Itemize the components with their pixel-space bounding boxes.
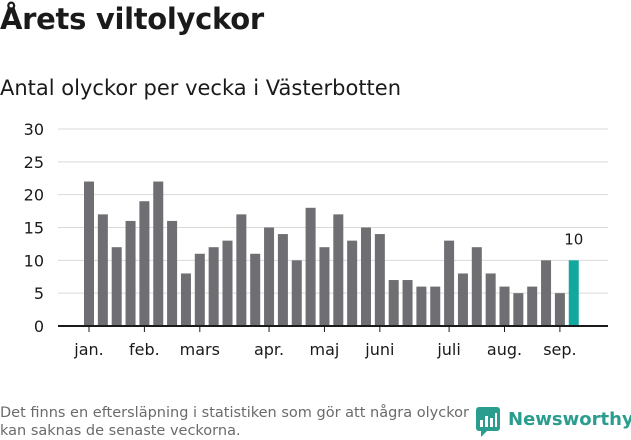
x-tick-label: sep.: [543, 340, 576, 359]
bar: [471, 247, 482, 326]
bar: [444, 240, 455, 326]
bar: [180, 273, 191, 326]
bar: [277, 234, 288, 326]
bar: [167, 220, 178, 326]
bar: [236, 214, 247, 326]
y-tick-label: 0: [34, 317, 44, 336]
bar: [347, 240, 358, 326]
footnote: Det finns en eftersläpning i statistiken…: [0, 405, 469, 439]
x-tick-label: mars: [180, 340, 220, 359]
bar: [527, 286, 538, 326]
bar: [319, 247, 330, 326]
x-tick-label: jan.: [73, 340, 103, 359]
bar: [194, 253, 205, 326]
bar: [139, 201, 150, 326]
y-tick-label: 20: [24, 186, 44, 205]
bar-highlight: [568, 260, 579, 326]
chart-subtitle: Antal olyckor per vecka i Västerbotten: [0, 76, 402, 100]
bar: [208, 247, 219, 326]
bar: [541, 260, 552, 326]
bar: [374, 234, 385, 326]
x-tick-label: aug.: [487, 340, 522, 359]
bar: [402, 280, 413, 326]
bar: [97, 214, 108, 326]
bar: [554, 293, 565, 326]
bar: [457, 273, 468, 326]
x-tick-label: apr.: [254, 340, 284, 359]
x-tick-label: feb.: [129, 340, 160, 359]
bar: [153, 181, 164, 326]
newsworthy-logo-text: Newsworthy: [508, 409, 631, 430]
data-label: 10: [564, 230, 583, 248]
bar: [84, 181, 94, 326]
bar: [250, 253, 261, 326]
bar-chart: 0 5 10 15 20 25 30 jan. feb. mars apr. maj juni juli a…: [24, 120, 608, 359]
bar: [430, 286, 441, 326]
bar: [416, 286, 427, 326]
bar: [291, 260, 302, 326]
y-tick-label: 15: [24, 219, 44, 238]
bar: [222, 240, 233, 326]
newsworthy-logo: Newsworthy: [476, 407, 631, 439]
chart-title: Årets viltolyckor: [0, 2, 264, 36]
bar: [111, 247, 122, 326]
newsworthy-logo-icon: [476, 407, 500, 437]
y-tick-label: 10: [24, 251, 44, 270]
bar: [499, 286, 510, 326]
x-tick-label: juli: [436, 340, 460, 359]
bar: [305, 207, 316, 326]
y-tick-label: 25: [24, 153, 44, 172]
bar: [125, 220, 136, 326]
bar: [333, 214, 344, 326]
y-tick-label: 5: [34, 284, 44, 303]
x-tick-label: maj: [310, 340, 340, 359]
y-tick-label: 30: [24, 120, 44, 139]
bar: [485, 273, 496, 326]
bar: [388, 280, 399, 326]
x-tick-label: juni: [364, 340, 394, 359]
bar: [264, 227, 275, 326]
bar: [513, 293, 524, 326]
bar: [361, 227, 371, 326]
